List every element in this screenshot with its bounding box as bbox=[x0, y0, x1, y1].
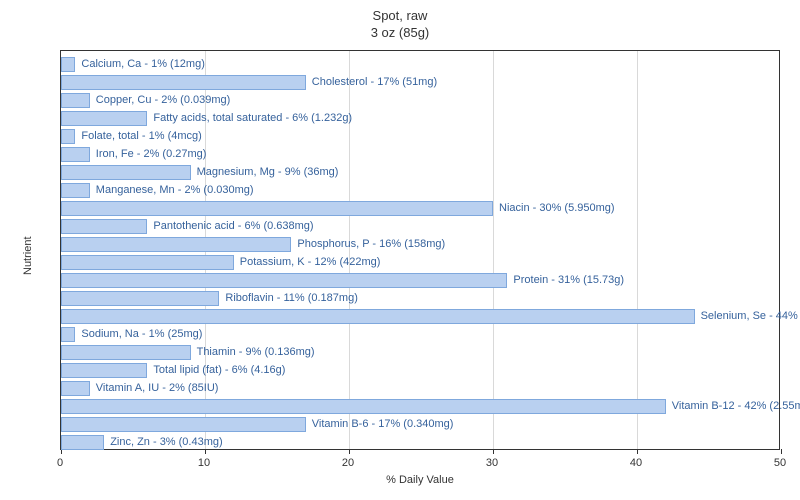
nutrient-bar bbox=[61, 183, 90, 198]
nutrient-bar-label: Niacin - 30% (5.950mg) bbox=[499, 202, 615, 214]
x-tick-label: 20 bbox=[342, 457, 354, 469]
x-axis-title: % Daily Value bbox=[60, 474, 780, 486]
nutrient-bar bbox=[61, 57, 75, 72]
chart-title: Spot, raw bbox=[0, 8, 800, 23]
nutrient-bar-label: Magnesium, Mg - 9% (36mg) bbox=[197, 166, 339, 178]
nutrient-bar bbox=[61, 201, 493, 216]
nutrient-bar-label: Vitamin B-6 - 17% (0.340mg) bbox=[312, 418, 454, 430]
nutrient-bar-label: Manganese, Mn - 2% (0.030mg) bbox=[96, 184, 254, 196]
nutrient-bar bbox=[61, 435, 104, 450]
plot-area: Calcium, Ca - 1% (12mg) Cholesterol - 17%… bbox=[60, 50, 780, 450]
nutrient-bar bbox=[61, 399, 666, 414]
x-tick-mark bbox=[781, 449, 782, 454]
chart-subtitle: 3 oz (85g) bbox=[0, 25, 800, 40]
nutrient-bar bbox=[61, 147, 90, 162]
x-tick-label: 30 bbox=[486, 457, 498, 469]
nutrient-bar bbox=[61, 417, 306, 432]
nutrient-bar bbox=[61, 75, 306, 90]
nutrient-bar bbox=[61, 219, 147, 234]
nutrient-bar-label: Thiamin - 9% (0.136mg) bbox=[197, 346, 315, 358]
y-axis-title: Nutrient bbox=[22, 236, 34, 275]
x-tick-mark bbox=[349, 449, 350, 454]
nutrient-bar-label: Vitamin B-12 - 42% (2.55mcg) bbox=[672, 400, 800, 412]
nutrient-bar bbox=[61, 309, 695, 324]
nutrient-bar bbox=[61, 327, 75, 342]
x-grid-line bbox=[637, 51, 638, 449]
nutrient-bar bbox=[61, 255, 234, 270]
nutrient-bar bbox=[61, 111, 147, 126]
x-tick-mark bbox=[637, 449, 638, 454]
nutrient-bar-label: Cholesterol - 17% (51mg) bbox=[312, 76, 437, 88]
nutrient-bar-label: Copper, Cu - 2% (0.039mg) bbox=[96, 94, 231, 106]
nutrient-bar bbox=[61, 345, 191, 360]
x-tick-mark bbox=[493, 449, 494, 454]
nutrient-bar-label: Riboflavin - 11% (0.187mg) bbox=[225, 292, 357, 304]
nutrient-bar-label: Sodium, Na - 1% (25mg) bbox=[81, 328, 202, 340]
x-tick-label: 40 bbox=[630, 457, 642, 469]
nutrient-bar-label: Protein - 31% (15.73g) bbox=[513, 274, 624, 286]
nutrient-bar-label: Calcium, Ca - 1% (12mg) bbox=[81, 58, 204, 70]
x-tick-mark bbox=[205, 449, 206, 454]
nutrient-bar-chart: Spot, raw 3 oz (85g) Calcium, Ca - 1% (1… bbox=[0, 0, 800, 500]
nutrient-bar-label: Vitamin A, IU - 2% (85IU) bbox=[96, 382, 219, 394]
nutrient-bar-label: Fatty acids, total saturated - 6% (1.232… bbox=[153, 112, 352, 124]
nutrient-bar bbox=[61, 237, 291, 252]
x-grid-line bbox=[349, 51, 350, 449]
nutrient-bar-label: Iron, Fe - 2% (0.27mg) bbox=[96, 148, 207, 160]
nutrient-bar-label: Phosphorus, P - 16% (158mg) bbox=[297, 238, 445, 250]
nutrient-bar bbox=[61, 129, 75, 144]
nutrient-bar-label: Folate, total - 1% (4mcg) bbox=[81, 130, 201, 142]
nutrient-bar-label: Potassium, K - 12% (422mg) bbox=[240, 256, 381, 268]
x-grid-line bbox=[493, 51, 494, 449]
nutrient-bar-label: Total lipid (fat) - 6% (4.16g) bbox=[153, 364, 285, 376]
x-tick-label: 10 bbox=[198, 457, 210, 469]
nutrient-bar-label: Selenium, Se - 44% (31.0mcg) bbox=[701, 310, 800, 322]
nutrient-bar bbox=[61, 93, 90, 108]
nutrient-bar-label: Zinc, Zn - 3% (0.43mg) bbox=[110, 436, 222, 448]
nutrient-bar bbox=[61, 363, 147, 378]
nutrient-bar bbox=[61, 273, 507, 288]
nutrient-bar-label: Pantothenic acid - 6% (0.638mg) bbox=[153, 220, 313, 232]
nutrient-bar bbox=[61, 381, 90, 396]
x-tick-label: 50 bbox=[774, 457, 786, 469]
nutrient-bar bbox=[61, 291, 219, 306]
x-tick-label: 0 bbox=[57, 457, 63, 469]
nutrient-bar bbox=[61, 165, 191, 180]
